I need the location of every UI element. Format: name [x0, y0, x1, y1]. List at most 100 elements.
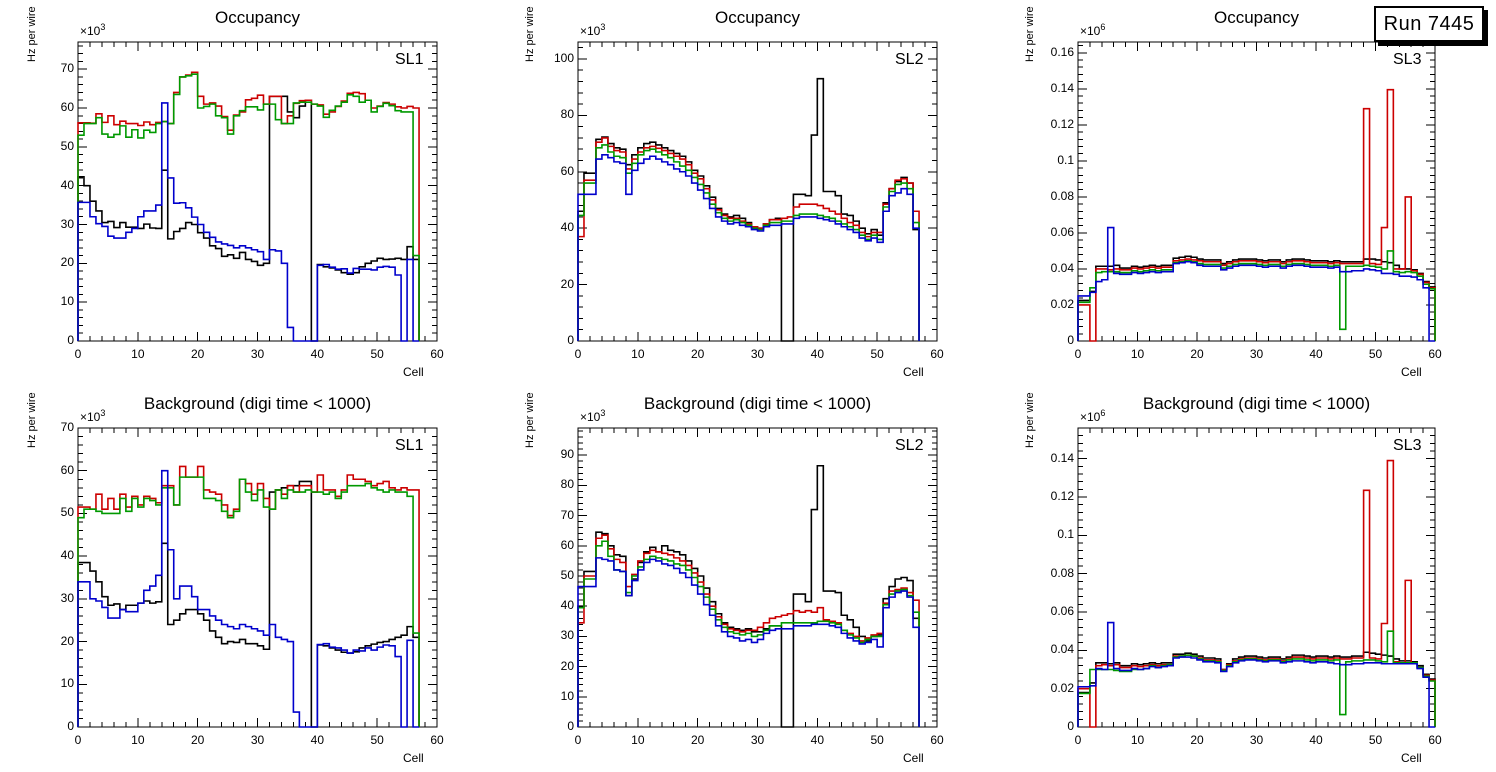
plot-panel-occupancy-sl3: Occupancy Hz per wire ×106 Cell SL3 0 10 20 30 40… — [998, 0, 1496, 386]
y-tick-label: 20 — [60, 633, 74, 648]
histogram-series-layer4 — [1077, 621, 1435, 728]
x-axis-title: Cell — [903, 365, 924, 379]
histogram-series-layer3 — [577, 540, 920, 727]
y-axis-ticks — [78, 427, 437, 728]
y-tick-label: 0.02 — [1050, 680, 1074, 695]
plot-area — [577, 427, 938, 728]
x-tick-label: 60 — [1428, 733, 1442, 747]
x-tick-label: 10 — [631, 733, 645, 747]
plot-frame — [77, 41, 438, 342]
superlayer-label: SL1 — [395, 437, 424, 454]
histogram-series-layer4 — [577, 154, 920, 341]
y-tick-label: 30 — [60, 216, 74, 231]
panel-title: Background (digi time < 1000) — [643, 394, 872, 413]
y-tick-label: 0 — [1067, 333, 1074, 347]
x-axis-title: Cell — [1401, 751, 1422, 765]
y-tick-label: 50 — [60, 138, 74, 153]
plot-area — [577, 41, 938, 342]
y-axis-exponent: ×103 — [580, 22, 606, 38]
y-tick-label: 0 — [67, 719, 74, 733]
y-tick-label: 0.04 — [1050, 642, 1074, 657]
panel-title: Occupancy — [714, 8, 801, 27]
y-tick-label: 0 — [1067, 719, 1074, 733]
y-tick-label: 40 — [560, 598, 574, 613]
plot-panel-occupancy-sl2: Occupancy Hz per wire ×103 Cell SL2 0 10 20 30 40… — [498, 0, 996, 386]
histogram-series-layer3 — [77, 476, 420, 727]
y-tick-label: 70 — [560, 507, 574, 522]
x-tick-label: 40 — [310, 347, 324, 361]
y-tick-label: 50 — [560, 567, 574, 582]
x-tick-label: 0 — [74, 733, 82, 747]
y-axis-ticks — [78, 45, 437, 342]
y-tick-label: 0.14 — [1050, 450, 1074, 465]
x-tick-label: 50 — [370, 733, 384, 747]
y-axis-exponent: ×106 — [1080, 408, 1106, 424]
y-tick-label: 40 — [560, 220, 574, 235]
x-tick-label: 20 — [690, 347, 705, 361]
x-tick-label: 50 — [370, 347, 384, 361]
y-tick-label: 20 — [560, 658, 574, 673]
histogram-series-layer1 — [577, 77, 920, 342]
y-tick-label: 30 — [560, 628, 574, 643]
y-tick-label: 0.12 — [1050, 489, 1074, 503]
y-tick-label: 100 — [553, 50, 574, 65]
y-tick-label: 70 — [60, 61, 74, 76]
x-tick-label: 30 — [750, 733, 765, 747]
run-badge: Run 7445 — [1374, 6, 1484, 42]
plot-area — [1077, 41, 1436, 342]
x-tick-label: 60 — [1428, 347, 1442, 361]
x-axis-ticks — [77, 428, 438, 727]
x-tick-label: 10 — [1130, 347, 1145, 361]
panel-title: Background (digi time < 1000) — [1142, 394, 1371, 413]
x-tick-label: 40 — [1309, 347, 1323, 361]
y-tick-label: 0.06 — [1050, 604, 1074, 618]
y-tick-label: 0 — [567, 719, 574, 733]
y-axis-exponent: ×103 — [580, 408, 606, 424]
x-tick-label: 50 — [870, 347, 884, 361]
histogram-series-layer4 — [577, 557, 920, 727]
y-tick-label: 60 — [60, 100, 74, 114]
superlayer-label: SL3 — [1393, 51, 1422, 68]
histogram-series-layer3 — [77, 73, 420, 341]
histogram-series-layer3 — [1077, 250, 1436, 341]
histogram-series-layer2 — [1077, 459, 1436, 728]
x-tick-label: 30 — [1249, 347, 1264, 361]
x-tick-label: 20 — [190, 733, 205, 747]
histogram-series-layer2 — [1077, 88, 1436, 342]
x-axis-ticks — [1077, 428, 1436, 727]
x-tick-label: 60 — [430, 733, 444, 747]
x-axis-ticks — [1077, 42, 1436, 341]
histogram-series-layer1 — [77, 480, 420, 728]
y-tick-label: 10 — [560, 688, 574, 703]
x-tick-label: 50 — [1368, 347, 1383, 361]
histogram-series-layer2 — [577, 534, 920, 727]
y-tick-label: 0.1 — [1057, 527, 1074, 542]
y-tick-label: 90 — [560, 447, 574, 462]
y-axis-ticks — [578, 47, 937, 342]
plot-panel-background-sl2: Background (digi time < 1000) Hz per wire… — [498, 386, 996, 772]
y-tick-label: 0.1 — [1057, 152, 1074, 167]
y-tick-label: 70 — [60, 420, 74, 434]
y-tick-label: 0.08 — [1050, 565, 1074, 580]
x-tick-label: 40 — [810, 733, 824, 747]
x-tick-label: 20 — [1190, 347, 1204, 361]
histogram-series-layer1 — [77, 95, 420, 342]
y-tick-label: 80 — [560, 107, 574, 122]
superlayer-label: SL1 — [395, 51, 424, 68]
histogram-series-layer3 — [577, 144, 920, 341]
y-axis-exponent: ×103 — [80, 22, 106, 38]
superlayer-label: SL2 — [895, 437, 924, 454]
plot-area — [1077, 427, 1436, 728]
run-badge-label: Run 7445 — [1383, 12, 1475, 35]
y-tick-label: 0.04 — [1050, 260, 1074, 275]
x-tick-label: 10 — [631, 347, 645, 361]
superlayer-label: SL2 — [895, 51, 924, 68]
plot-panel-background-sl1: Background (digi time < 1000) Hz per wire… — [0, 386, 498, 772]
y-axis-ticks — [1078, 427, 1435, 728]
y-tick-label: 0.02 — [1050, 296, 1074, 311]
y-tick-label: 40 — [60, 177, 74, 192]
x-tick-label: 0 — [1074, 347, 1082, 361]
y-tick-label: 0 — [67, 333, 74, 347]
y-tick-label: 10 — [60, 294, 74, 309]
